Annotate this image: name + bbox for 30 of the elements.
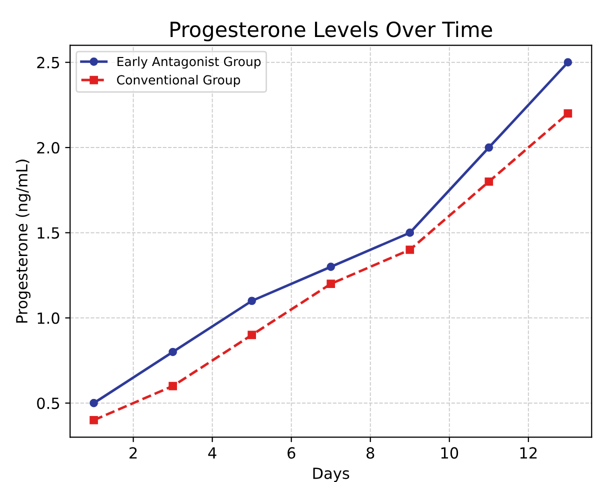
point — [168, 348, 177, 356]
chart-title: Progesterone Levels Over Time — [170, 21, 492, 42]
x-axis-title: Days — [313, 468, 350, 482]
point — [168, 382, 177, 390]
x-tick-label: 10 — [441, 447, 458, 459]
point — [248, 296, 256, 306]
y-tick-label: 2.0 — [37, 142, 60, 154]
point — [90, 398, 98, 408]
y-tick-label: 1.5 — [38, 227, 60, 239]
legend-label: Early Antagonist Group — [118, 56, 261, 69]
x-tick-label: 8 — [366, 447, 374, 459]
point — [406, 228, 414, 237]
point — [406, 246, 414, 254]
y-tick-label: 0.5 — [37, 398, 60, 410]
point — [564, 109, 572, 118]
x-tick-label: 6 — [288, 447, 296, 459]
y-tick-label: 1.0 — [38, 312, 60, 324]
y-axis-title: Progesterone (ng/mL) — [16, 160, 31, 323]
x-tick-label: 12 — [520, 447, 537, 459]
point — [564, 58, 572, 67]
point — [248, 330, 256, 340]
x-tick-label: 2 — [130, 447, 137, 459]
point — [484, 177, 494, 186]
x-tick-label: 4 — [208, 447, 216, 459]
legend-label: Conventional Group — [117, 74, 240, 88]
point — [90, 416, 98, 424]
point — [484, 143, 494, 152]
point — [326, 262, 336, 271]
point — [326, 280, 336, 288]
y-tick-label: 2.5 — [37, 56, 60, 68]
